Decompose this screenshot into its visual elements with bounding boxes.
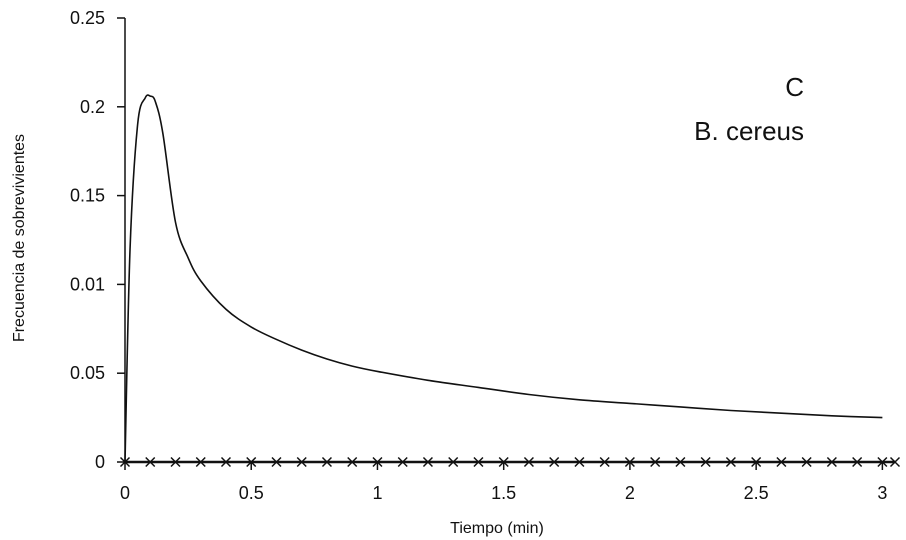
x-marker-point bbox=[170, 456, 181, 468]
x-marker-point bbox=[473, 456, 484, 468]
x-marker-point bbox=[751, 456, 762, 468]
x-marker-point bbox=[397, 456, 408, 468]
x-marker-point bbox=[826, 456, 837, 468]
x-marker-point bbox=[852, 456, 863, 468]
x-marker-point bbox=[574, 456, 585, 468]
x-tick-label: 3 bbox=[877, 483, 887, 503]
x-marker-point bbox=[700, 456, 711, 468]
x-tick-label: 2 bbox=[625, 483, 635, 503]
x-marker-point bbox=[220, 456, 232, 468]
axes bbox=[117, 17, 895, 470]
tick-labels: 0 0.05 0.01 0.15 0.2 0.25 0 0.5 1 1.5 2 2.5 3 bbox=[70, 8, 887, 503]
x-marker-point bbox=[296, 456, 307, 468]
y-tick-label: 0.2 bbox=[80, 97, 105, 117]
y-tick-label: 0.01 bbox=[70, 274, 105, 294]
y-tick-label: 0.05 bbox=[70, 363, 105, 383]
x-marker-point bbox=[624, 456, 635, 468]
x-tick-label: 0 bbox=[120, 483, 130, 503]
x-marker-point bbox=[776, 456, 787, 468]
x-marker-point bbox=[498, 456, 509, 468]
x-tick-label: 1 bbox=[372, 483, 382, 503]
y-tick-label: 0.25 bbox=[70, 8, 105, 28]
x-tick-label: 1.5 bbox=[491, 483, 516, 503]
panel-letter-annotation: C bbox=[785, 72, 804, 102]
y-tick-label: 0.15 bbox=[70, 186, 105, 206]
x-marker-point bbox=[889, 456, 901, 468]
series-line bbox=[124, 94, 883, 463]
x-marker-point bbox=[650, 456, 661, 468]
x-marker-point bbox=[675, 456, 686, 468]
x-marker-point bbox=[877, 456, 888, 468]
x-marker-point bbox=[321, 456, 332, 468]
x-marker-point bbox=[599, 456, 610, 468]
x-marker-point bbox=[523, 456, 534, 468]
y-axis-title: Frecuencia de sobrevivientes bbox=[11, 134, 28, 342]
x-marker-point bbox=[422, 456, 433, 468]
x-marker-point bbox=[448, 456, 459, 468]
x-marker-point bbox=[725, 456, 736, 468]
x-tick-label: 0.5 bbox=[239, 483, 264, 503]
y-tick-label: 0 bbox=[95, 452, 105, 472]
x-axis-title: Tiempo (min) bbox=[450, 520, 544, 537]
x-marker-point bbox=[372, 456, 383, 468]
x-marker-point bbox=[549, 456, 560, 468]
x-marker-point bbox=[271, 456, 282, 468]
x-marker-point bbox=[195, 456, 206, 468]
x-marker-point bbox=[145, 456, 156, 468]
plot-area bbox=[119, 94, 901, 468]
species-annotation: B. cereus bbox=[694, 116, 804, 146]
x-tick-label: 2.5 bbox=[744, 483, 769, 503]
x-marker-point bbox=[246, 456, 257, 468]
x-marker-point bbox=[119, 456, 131, 468]
x-marker-point bbox=[801, 456, 812, 468]
x-marker-point bbox=[347, 456, 358, 468]
